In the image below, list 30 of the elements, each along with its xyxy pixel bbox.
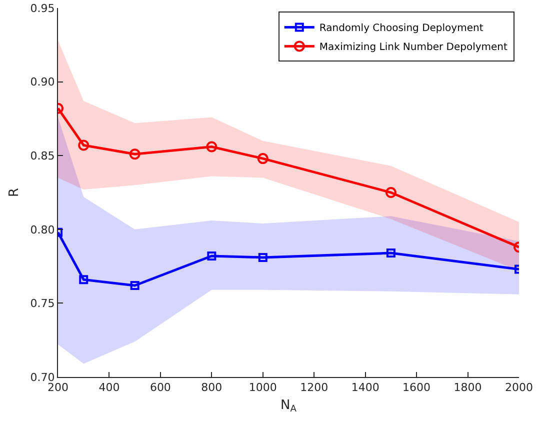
- point: [206, 141, 218, 152]
- y-tick-label: 0.80: [30, 223, 55, 236]
- x-tick-label: 1000: [248, 381, 277, 394]
- x-tick-label: 200: [48, 381, 68, 394]
- x-axis-title: N$_{A}$: [280, 398, 298, 415]
- x-tick-label: 400: [98, 381, 120, 394]
- x-tick-label: 1800: [454, 381, 482, 394]
- x-tick-label: 1600: [402, 381, 431, 394]
- y-tick-label: 0.90: [30, 76, 55, 89]
- legend-label: Maximizing Link Number Depolyment: [319, 42, 508, 54]
- point: [258, 252, 268, 262]
- point: [130, 280, 140, 290]
- point: [78, 140, 90, 151]
- y-tick-label: 0.70: [30, 370, 55, 384]
- y-tick-label: 0.95: [30, 2, 55, 15]
- x-tick-label: 1200: [300, 381, 328, 394]
- point: [129, 148, 140, 160]
- point: [207, 251, 216, 260]
- point: [79, 275, 88, 284]
- y-axis-title: R: [7, 188, 22, 198]
- legend-label: Randomly Choosing Deployment: [319, 23, 484, 34]
- x-tick-label: 2000: [505, 381, 533, 394]
- x-tick-label: 800: [201, 381, 222, 394]
- x-tick-label: 600: [150, 381, 171, 394]
- y-tick-label: 0.85: [30, 149, 55, 162]
- y-tick-label: 0.75: [30, 297, 55, 310]
- point: [385, 187, 396, 198]
- x-tick-label: 1400: [351, 381, 380, 394]
- point: [257, 153, 268, 164]
- point: [386, 248, 396, 258]
